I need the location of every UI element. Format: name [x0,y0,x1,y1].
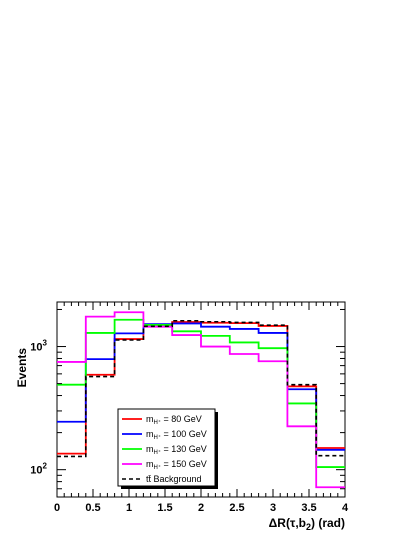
y-tick-label: 102 [30,462,47,477]
x-tick-label: 3 [270,502,276,514]
y-axis-title: Events [15,348,29,388]
x-tick-label: 1 [126,502,132,514]
x-axis-title-prefix: ΔR(τ,b [269,516,306,530]
x-axis-title-suffix: ) (rad) [311,516,345,530]
legend-label: tt̄ Background [146,474,202,484]
x-tick-label: 1.5 [157,502,172,514]
x-tick-label: 2.5 [229,502,244,514]
x-tick-label: 4 [342,502,349,514]
x-tick-label: 2 [198,502,204,514]
x-tick-label: 3.5 [301,502,316,514]
x-tick-label: 0.5 [85,502,100,514]
x-tick-label: 0 [54,502,60,514]
y-tick-label: 103 [30,339,47,354]
x-axis-title: ΔR(τ,b2) (rad) [269,516,345,532]
